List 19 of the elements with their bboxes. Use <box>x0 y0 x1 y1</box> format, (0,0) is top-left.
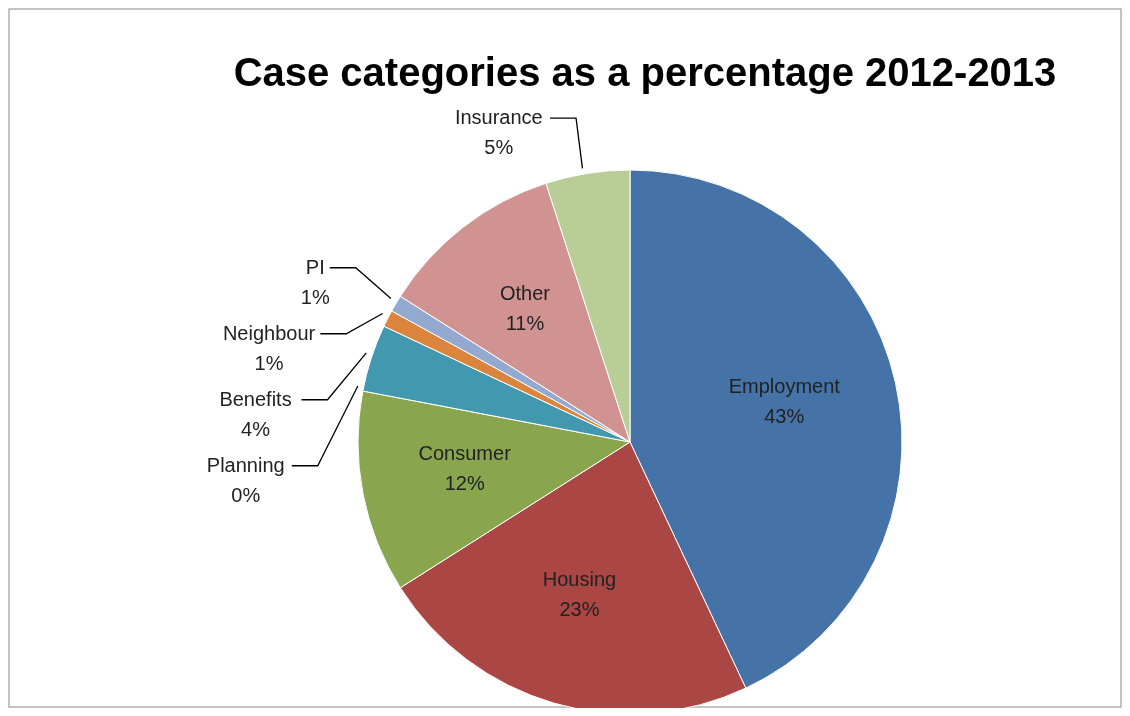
data-label: 1% <box>254 351 284 374</box>
slice-label: Insurance <box>454 106 543 129</box>
data-label: 1% <box>300 285 330 308</box>
slice-label: Employment <box>728 375 841 398</box>
chart-title: Case categories as a percentage 2012-2013 <box>233 50 1057 94</box>
slice-label: Housing <box>542 567 617 590</box>
slice-label: Benefits <box>219 387 292 410</box>
slice-label: Other <box>499 282 551 305</box>
text: 0% <box>231 483 261 506</box>
slice-label: Neighbour <box>222 321 316 344</box>
data-label: 4% <box>241 417 271 440</box>
data-label: 43% <box>764 405 805 428</box>
slice-label: PI <box>305 255 325 278</box>
data-label: 11% <box>505 312 545 335</box>
data-label: 23% <box>559 597 600 620</box>
slice-label: Consumer <box>418 441 512 464</box>
data-label: 12% <box>444 471 485 494</box>
data-label: 5% <box>484 136 514 159</box>
category-label: Planning <box>206 453 285 476</box>
